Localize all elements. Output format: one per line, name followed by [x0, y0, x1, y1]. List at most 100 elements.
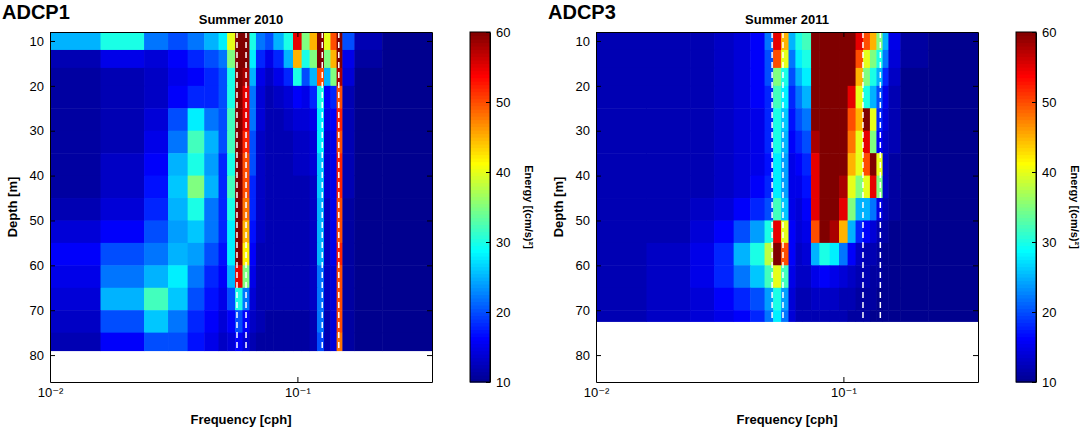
heatmap-cell — [256, 32, 266, 50]
colorbar-swatch — [470, 179, 490, 183]
colorbar-swatch — [1016, 197, 1036, 201]
tick-mark — [50, 86, 55, 87]
heatmap-cell — [802, 86, 812, 109]
heatmap-cell — [144, 153, 168, 176]
heatmap-cell — [646, 32, 690, 50]
heatmap-cell — [168, 265, 188, 288]
colorbar-swatch — [470, 78, 490, 82]
heatmap-cell — [734, 176, 751, 199]
colorbar: 102030405060Energy [(cm/s)²] — [1016, 25, 1081, 390]
tick-mark — [50, 355, 55, 356]
heatmap-cell — [249, 68, 256, 86]
heatmap-cell — [310, 176, 318, 199]
heatmap-cell — [888, 243, 901, 266]
tick — [427, 41, 432, 42]
heatmap-cell — [789, 50, 796, 68]
colorbar-swatch — [1016, 102, 1036, 106]
heatmap-cell — [773, 176, 781, 199]
colorbar-swatch — [470, 340, 490, 344]
heatmap-cell — [900, 32, 928, 50]
heatmap-cell — [273, 198, 284, 221]
tick-label: 40 — [30, 168, 44, 183]
heatmap-cell — [863, 68, 870, 86]
heatmap-cell — [324, 68, 331, 86]
heatmap-cell — [168, 68, 188, 86]
heatmap-cell — [302, 198, 310, 221]
heatmap-cell — [317, 288, 324, 311]
heatmap-cell — [265, 32, 274, 50]
heatmap-cell — [168, 108, 188, 131]
colorbar-swatch — [1016, 368, 1036, 372]
heatmap-cell — [100, 310, 144, 333]
heatmap-cell — [302, 265, 310, 288]
tick-mark — [596, 41, 601, 42]
heatmap-cell — [646, 50, 690, 68]
panel-label: ADCP1 — [2, 1, 70, 23]
colorbar-swatch — [470, 50, 490, 54]
heatmap-cell — [354, 288, 382, 311]
heatmap-cell — [802, 220, 812, 243]
heatmap-cell — [204, 50, 219, 68]
heatmap-cell — [773, 288, 781, 311]
heatmap-cell — [330, 333, 337, 351]
heatmap-cell — [249, 32, 256, 50]
heatmap-cell — [888, 198, 901, 221]
heatmap-cell — [310, 243, 318, 266]
heatmap-cell — [330, 131, 337, 154]
heatmap-cell — [273, 265, 284, 288]
heatmap-cell — [342, 32, 355, 50]
y-axis-title: Depth [m] — [5, 177, 20, 238]
colorbar-swatch — [1016, 165, 1036, 169]
colorbar-swatch — [1016, 263, 1036, 267]
heatmap-cell — [354, 86, 382, 109]
heatmap-cell — [310, 86, 318, 109]
tick-mark — [486, 102, 490, 103]
colorbar-swatch — [470, 116, 490, 120]
heatmap-cell — [330, 86, 337, 109]
heatmap-cell — [293, 68, 302, 86]
heatmap-cell — [811, 198, 820, 221]
heatmap-cell — [750, 198, 765, 221]
heatmap-cell — [789, 131, 796, 154]
heatmap-cell — [830, 131, 840, 154]
tick-mark — [1032, 242, 1036, 243]
colorbar-swatch — [470, 309, 490, 313]
colorbar-swatch — [470, 207, 490, 211]
x-axis-title: Frequency [cph] — [736, 412, 837, 427]
heatmap-cell — [900, 86, 928, 109]
heatmap-cell — [830, 32, 840, 50]
heatmap-cell — [819, 32, 830, 50]
heatmap-cell — [900, 288, 928, 311]
heatmap-cell — [249, 50, 256, 68]
heatmap-cell — [870, 131, 877, 154]
x-axis: 10⁻²10⁻¹ — [38, 377, 433, 400]
heatmap-cell — [839, 176, 848, 199]
heatmap-cell — [249, 333, 256, 351]
heatmap-cell — [382, 198, 432, 221]
colorbar-swatch — [470, 57, 490, 61]
tick-mark — [596, 355, 601, 356]
tick-mark — [973, 86, 978, 87]
tick-mark — [1032, 102, 1036, 103]
heatmap-cell — [750, 131, 765, 154]
heatmap-cell — [265, 68, 274, 86]
heatmap-cell — [337, 220, 343, 243]
heatmap-cell — [204, 220, 219, 243]
heatmap-cell — [249, 265, 256, 288]
heatmap-cell — [928, 131, 978, 154]
colorbar-swatch — [470, 319, 490, 323]
heatmap-cell — [273, 108, 284, 131]
heatmap-cell — [888, 153, 901, 176]
heatmap-cell — [204, 131, 219, 154]
colorbar-swatch — [1016, 228, 1036, 232]
heatmap-cell — [188, 153, 205, 176]
colorbar-swatch — [1016, 312, 1036, 316]
heatmap-cell — [750, 220, 765, 243]
heatmap-cell — [596, 310, 647, 322]
heatmap-cell — [284, 131, 294, 154]
heatmap-cell — [870, 243, 877, 266]
colorbar-swatch — [470, 39, 490, 43]
heatmap-cell — [317, 333, 324, 351]
heatmap-cell — [900, 68, 928, 86]
tick-label: 60 — [1042, 25, 1056, 40]
